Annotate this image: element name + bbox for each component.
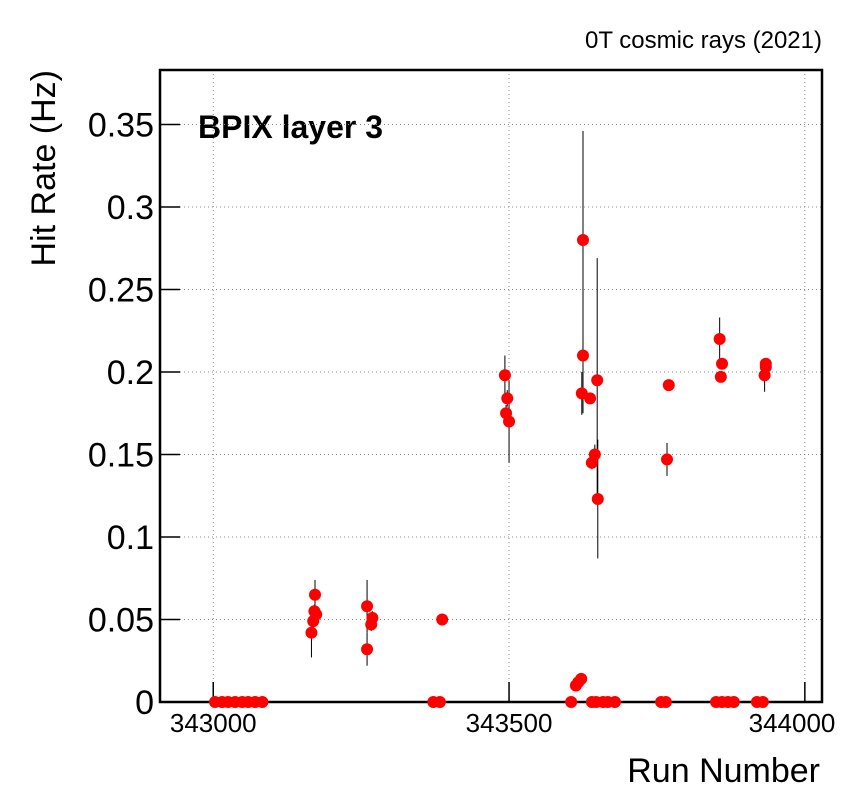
data-point xyxy=(436,613,449,626)
data-point xyxy=(565,696,578,708)
x-tick-label: 343000 xyxy=(170,708,257,738)
data-point xyxy=(662,379,675,392)
data-point xyxy=(501,392,514,405)
data-point xyxy=(661,453,674,466)
data-point xyxy=(714,370,727,383)
data-point xyxy=(608,696,621,708)
annotation: 0T cosmic rays (2021) xyxy=(585,27,822,54)
y-tick-label: 0.2 xyxy=(107,354,154,392)
data-point xyxy=(591,493,604,506)
y-tick-label: 0.1 xyxy=(107,519,154,557)
data-point xyxy=(503,415,516,428)
data-point xyxy=(756,696,769,708)
data-point xyxy=(727,696,740,708)
data-point xyxy=(713,332,726,345)
x-tick-label: 344000 xyxy=(749,708,836,738)
data-point xyxy=(498,369,511,382)
data-point xyxy=(361,600,374,613)
data-point xyxy=(659,696,672,708)
data-point xyxy=(575,672,588,685)
y-tick-label: 0.05 xyxy=(88,601,154,639)
data-point xyxy=(588,448,601,461)
data-point xyxy=(759,357,772,370)
data-point xyxy=(576,349,589,362)
data-point xyxy=(305,626,318,639)
y-tick-label: 0 xyxy=(135,684,154,722)
data-point xyxy=(433,696,446,708)
y-axis-label: Hit Rate (Hz) xyxy=(25,70,63,266)
data-point xyxy=(591,374,604,387)
x-tick-label: 343500 xyxy=(466,708,553,738)
data-point xyxy=(584,392,597,405)
data-point xyxy=(366,611,379,624)
data-point xyxy=(716,357,729,370)
data-point xyxy=(361,643,374,656)
y-tick-label: 0.15 xyxy=(88,436,154,474)
data-point xyxy=(310,608,323,621)
data-point xyxy=(576,233,589,246)
plot-frame xyxy=(158,68,824,704)
y-tick-label: 0.3 xyxy=(107,189,154,227)
x-axis-label: Run Number xyxy=(627,752,820,790)
data-point xyxy=(308,588,321,601)
y-tick-label: 0.35 xyxy=(88,106,154,144)
plot-label: BPIX layer 3 xyxy=(198,109,383,145)
y-tick-label: 0.25 xyxy=(88,271,154,309)
data-point xyxy=(256,696,269,708)
